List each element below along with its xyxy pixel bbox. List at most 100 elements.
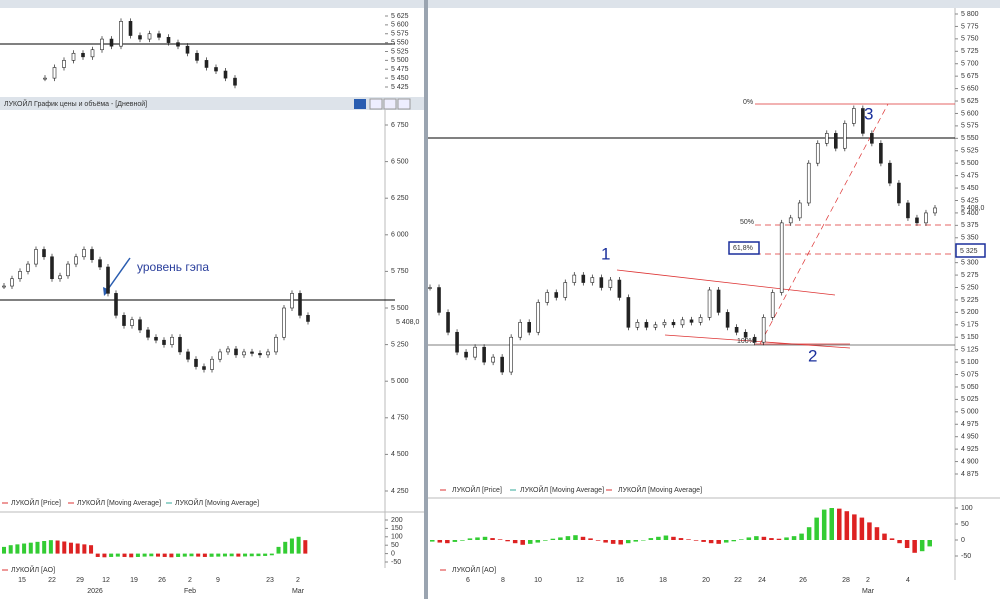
x-tick-label: 19 <box>130 577 138 584</box>
candle <box>176 42 180 47</box>
right-pane-header <box>428 0 1000 8</box>
ao-bar <box>475 537 480 540</box>
candle <box>195 52 199 61</box>
legend-item: ЛУКОЙЛ [Moving Average] <box>77 498 161 507</box>
x-tick-label: 20 <box>702 577 710 584</box>
y-tick-label: 5 475 <box>961 172 979 179</box>
candle <box>138 319 142 331</box>
x-tick-label: 28 <box>842 577 850 584</box>
candle <box>888 162 892 184</box>
candle <box>545 292 550 303</box>
ao-bar <box>490 538 495 540</box>
ao-bar <box>467 538 473 540</box>
ao-bar <box>2 546 7 554</box>
y-tick-label: 5 575 <box>961 123 979 130</box>
ao-bar <box>678 538 684 540</box>
ao-bar <box>806 527 812 540</box>
ao-bar <box>122 553 127 557</box>
candle <box>214 67 218 72</box>
price-box <box>955 243 986 258</box>
candle <box>870 133 874 144</box>
month-label: Mar <box>862 588 875 595</box>
candle <box>250 351 254 354</box>
fib-label: 61,8% <box>733 245 753 252</box>
candle <box>114 293 118 316</box>
ao-bar <box>156 553 161 557</box>
ao-bar <box>75 543 80 554</box>
ao-bar <box>618 540 623 545</box>
close-button[interactable] <box>397 98 411 110</box>
candle <box>680 319 685 326</box>
candle <box>81 52 85 58</box>
pen-button[interactable] <box>354 99 366 109</box>
ao-bar <box>482 536 488 540</box>
candle <box>653 324 658 328</box>
candle <box>128 21 133 36</box>
top-plot <box>43 18 237 89</box>
candle <box>34 249 38 265</box>
candle <box>599 277 604 288</box>
ao-bar <box>535 540 541 543</box>
y-tick-label: 5 000 <box>391 378 409 385</box>
candle <box>761 317 766 343</box>
candle <box>210 358 214 370</box>
ao-bar <box>289 538 294 554</box>
ao-bar <box>437 540 443 543</box>
ao-bar <box>814 517 819 540</box>
candle <box>861 108 865 134</box>
min-button[interactable] <box>369 98 383 110</box>
y-tick-label: 5 250 <box>391 341 409 348</box>
ao-bar <box>256 553 261 557</box>
candle <box>446 312 450 333</box>
candle <box>752 336 757 343</box>
candle <box>906 202 910 219</box>
candle <box>608 279 613 288</box>
ao-bar <box>55 540 60 554</box>
ao-bar <box>927 540 932 547</box>
fib-label: 50% <box>740 219 754 226</box>
candle <box>626 297 631 328</box>
month-label: Feb <box>184 588 196 595</box>
ao-bar <box>512 540 518 544</box>
y-tick-label: 5 450 <box>391 75 409 82</box>
ao-bar <box>22 543 27 554</box>
fib-diagonal <box>759 103 889 345</box>
max-button[interactable] <box>383 98 397 110</box>
candle <box>119 21 123 47</box>
x-tick-label: 29 <box>76 577 84 584</box>
ao-bar <box>243 553 248 557</box>
y-tick-label: 4 925 <box>961 446 979 453</box>
y-tick-label: 5 225 <box>961 297 979 304</box>
y-tick-label: 4 875 <box>961 471 979 478</box>
ao-bar <box>229 553 234 557</box>
x-tick-label: 15 <box>18 577 26 584</box>
candle <box>843 123 847 149</box>
candle <box>590 277 595 283</box>
candle <box>743 331 748 338</box>
candle <box>491 356 495 363</box>
candle <box>500 356 504 373</box>
x-tick-label: 2 <box>296 577 300 584</box>
candle <box>218 351 222 360</box>
y-tick-label: 5 475 <box>391 66 409 73</box>
y-tick-label: 5 175 <box>961 322 979 329</box>
legend-item: ЛУКОЙЛ [Moving Average] <box>618 485 702 494</box>
candle <box>18 271 22 280</box>
fib-label: 0% <box>743 99 753 106</box>
ao-bar <box>904 540 910 548</box>
candle <box>130 319 134 326</box>
candle <box>824 133 829 144</box>
legend-item: ЛУКОЙЛ [AO] <box>11 565 55 574</box>
ao-bar <box>196 553 201 557</box>
ao-bar <box>149 553 154 557</box>
ao-bar <box>799 533 804 540</box>
candle <box>157 33 161 38</box>
ao-bar <box>701 540 706 542</box>
candle <box>138 35 142 40</box>
ao-bar <box>844 511 850 540</box>
ao-bar <box>731 540 737 542</box>
y-tick-label: 5 375 <box>961 222 979 229</box>
candle <box>146 329 150 338</box>
ao-bar <box>723 540 729 543</box>
